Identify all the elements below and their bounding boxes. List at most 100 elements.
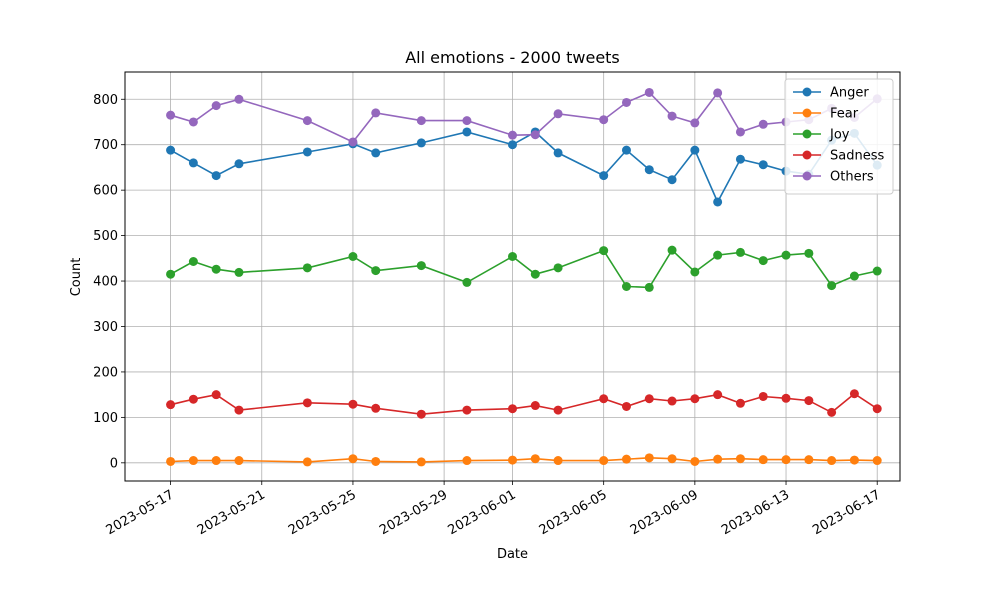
series-sadness <box>166 389 882 419</box>
legend-item-joy: Joy <box>793 128 850 143</box>
data-point-sadness <box>872 404 882 414</box>
legend-label-others: Others <box>830 170 874 185</box>
y-tick-label: 100 <box>93 411 118 426</box>
data-point-fear <box>166 456 176 466</box>
data-point-others <box>166 110 176 120</box>
data-point-sadness <box>667 396 677 406</box>
data-point-sadness <box>211 390 221 400</box>
data-point-joy <box>462 277 472 287</box>
legend-item-others: Others <box>793 170 874 185</box>
data-point-joy <box>371 266 381 276</box>
data-point-anger <box>735 154 745 164</box>
y-tick-label: 800 <box>93 93 118 108</box>
data-point-anger <box>553 148 563 158</box>
data-point-joy <box>781 250 791 260</box>
data-point-sadness <box>849 389 859 399</box>
series-fear <box>166 453 882 467</box>
chart-title: All emotions - 2000 tweets <box>405 48 620 67</box>
data-point-others <box>416 116 426 126</box>
y-tick-label: 700 <box>93 138 118 153</box>
data-point-sadness <box>530 401 540 411</box>
data-point-joy <box>599 246 609 256</box>
data-point-fear <box>804 455 814 465</box>
legend-label-sadness: Sadness <box>830 149 884 164</box>
data-point-joy <box>713 250 723 260</box>
data-point-joy <box>758 256 768 266</box>
data-point-others <box>371 108 381 118</box>
data-point-others <box>348 137 358 147</box>
data-point-sadness <box>166 400 176 410</box>
data-point-fear <box>553 456 563 466</box>
data-point-fear <box>781 455 791 465</box>
data-point-fear <box>508 455 517 465</box>
data-point-joy <box>644 282 654 292</box>
data-point-anger <box>371 148 381 158</box>
legend-marker-joy <box>802 129 812 139</box>
data-point-sadness <box>348 399 358 409</box>
data-point-sadness <box>827 407 837 417</box>
data-point-others <box>621 97 631 107</box>
data-point-others <box>302 116 312 126</box>
data-point-anger <box>508 140 517 150</box>
data-point-anger <box>416 138 426 148</box>
data-point-sadness <box>713 390 723 400</box>
data-point-anger <box>462 127 472 137</box>
data-point-others <box>462 116 472 126</box>
data-point-others <box>713 88 723 98</box>
data-point-fear <box>599 456 609 466</box>
legend-label-fear: Fear <box>830 107 859 122</box>
data-point-sadness <box>621 401 631 411</box>
data-point-fear <box>849 455 859 465</box>
data-point-joy <box>302 263 312 273</box>
data-point-fear <box>530 454 540 464</box>
series-joy <box>166 245 882 292</box>
data-point-joy <box>872 266 882 276</box>
data-point-fear <box>234 456 244 466</box>
data-point-anger <box>713 197 723 207</box>
data-point-anger <box>644 165 654 175</box>
data-point-anger <box>599 171 609 181</box>
data-point-joy <box>416 261 426 271</box>
data-point-others <box>690 118 700 128</box>
legend-marker-sadness <box>802 150 812 160</box>
data-point-fear <box>462 456 472 466</box>
data-point-others <box>188 117 198 127</box>
data-point-others <box>735 127 745 137</box>
data-point-joy <box>234 267 244 277</box>
data-point-others <box>644 87 654 97</box>
data-point-joy <box>348 252 358 262</box>
data-point-joy <box>211 264 221 274</box>
data-point-joy <box>735 247 745 257</box>
data-point-fear <box>690 456 700 466</box>
data-point-fear <box>872 456 882 466</box>
y-tick-label: 400 <box>93 275 118 290</box>
data-point-sadness <box>735 398 745 408</box>
data-point-sadness <box>758 391 768 401</box>
data-point-others <box>211 101 221 111</box>
x-axis-label: Date <box>497 547 528 562</box>
data-point-sadness <box>188 394 198 404</box>
y-tick-label: 300 <box>93 320 118 335</box>
data-point-joy <box>166 269 176 279</box>
data-point-sadness <box>234 405 244 415</box>
data-point-joy <box>553 263 563 273</box>
data-point-fear <box>302 457 312 467</box>
data-point-anger <box>234 159 244 169</box>
legend-label-anger: Anger <box>830 86 869 101</box>
data-point-joy <box>827 281 837 291</box>
data-point-sadness <box>781 393 791 403</box>
data-point-others <box>508 130 517 140</box>
data-point-others <box>599 115 609 125</box>
legend: Anger Fear Joy Sadness Others <box>784 78 894 195</box>
data-point-sadness <box>508 404 517 414</box>
legend-item-anger: Anger <box>793 86 869 101</box>
legend-label-joy: Joy <box>829 128 850 143</box>
data-point-fear <box>621 454 631 464</box>
data-point-joy <box>690 267 700 277</box>
data-point-sadness <box>302 398 312 408</box>
data-point-fear <box>735 454 745 464</box>
legend-marker-fear <box>802 108 812 118</box>
data-point-fear <box>713 454 723 464</box>
data-point-anger <box>690 145 700 155</box>
